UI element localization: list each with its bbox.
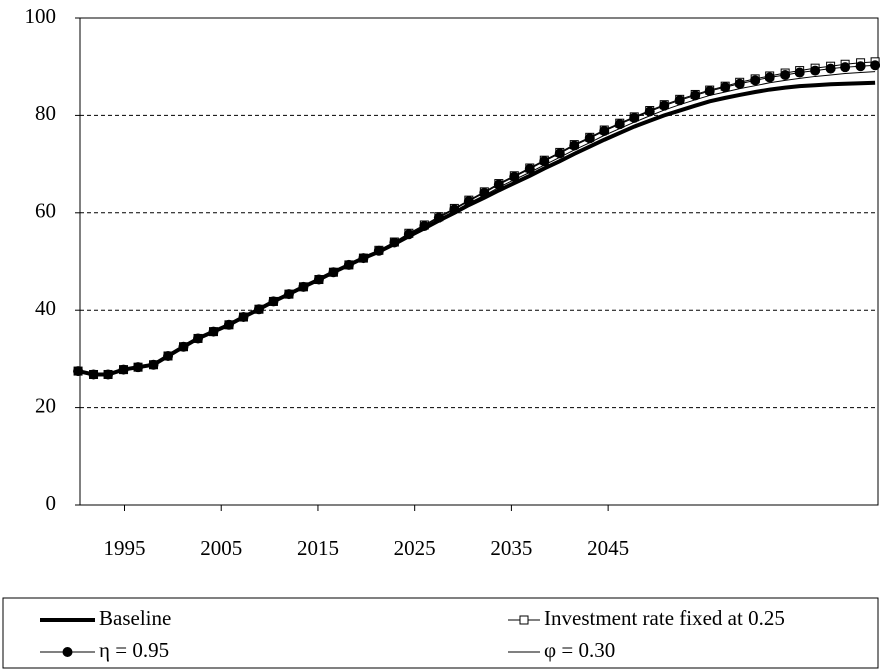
circle-marker: [403, 229, 414, 240]
legend-label: φ = 0.30: [544, 638, 615, 662]
circle-marker: [343, 259, 354, 270]
circle-marker: [794, 67, 805, 78]
x-tick-label: 2045: [587, 536, 629, 560]
square-marker: [519, 615, 529, 625]
legend-label: Investment rate fixed at 0.25: [544, 606, 785, 630]
x-tick-label: 2015: [297, 536, 339, 560]
circle-marker: [825, 63, 836, 74]
circle-marker: [690, 90, 701, 101]
circle-marker: [569, 140, 580, 151]
circle-marker: [554, 148, 565, 159]
circle-marker: [509, 171, 520, 182]
circle-marker: [734, 78, 745, 89]
circle-marker: [133, 362, 144, 373]
circle-marker: [629, 112, 640, 123]
circle-marker: [463, 196, 474, 207]
circle-marker: [704, 86, 715, 97]
circle-marker: [148, 359, 159, 370]
circle-marker: [659, 100, 670, 111]
circle-marker: [599, 125, 610, 136]
series-line: [77, 61, 876, 375]
y-tick-label: 20: [35, 393, 56, 417]
circle-marker: [720, 82, 731, 93]
legend-box: [2, 597, 879, 669]
circle-marker: [524, 163, 535, 174]
circle-marker: [298, 281, 309, 292]
circle-marker: [614, 119, 625, 130]
circle-marker: [449, 204, 460, 215]
x-tick-label: 1995: [103, 536, 145, 560]
circle-marker: [855, 61, 866, 72]
circle-marker: [268, 296, 279, 307]
y-tick-label: 60: [35, 199, 56, 223]
circle-marker: [193, 333, 204, 344]
circle-marker: [358, 253, 369, 264]
circle-marker: [644, 106, 655, 117]
circle-marker: [118, 364, 129, 375]
circle-marker: [283, 289, 294, 300]
legend-label: Baseline: [99, 606, 171, 630]
circle-marker: [373, 245, 384, 256]
y-tick-label: 40: [35, 296, 56, 320]
circle-marker: [840, 62, 851, 73]
circle-marker: [88, 369, 99, 380]
circle-marker: [764, 72, 775, 83]
circle-marker: [73, 366, 84, 377]
x-tick-label: 2005: [200, 536, 242, 560]
series-line: [77, 71, 876, 375]
y-tick-label: 80: [35, 101, 56, 125]
circle-marker: [328, 267, 339, 278]
legend-label: η = 0.95: [99, 638, 169, 662]
plot-frame: [79, 17, 879, 506]
x-tick-label: 2035: [490, 536, 532, 560]
circle-marker: [208, 326, 219, 337]
circle-marker: [419, 220, 430, 231]
circle-marker: [163, 350, 174, 361]
circle-marker: [178, 341, 189, 352]
circle-marker: [750, 75, 761, 86]
circle-marker: [103, 369, 114, 380]
circle-marker: [313, 274, 324, 285]
circle-marker: [238, 312, 249, 323]
circle-marker: [493, 179, 504, 190]
series-line: [77, 64, 876, 375]
y-tick-label: 100: [25, 4, 57, 28]
circle-marker: [810, 65, 821, 76]
circle-marker: [780, 69, 791, 80]
series-line: [77, 80, 876, 377]
circle-marker: [389, 237, 400, 248]
circle-marker: [584, 133, 595, 144]
circle-marker: [674, 95, 685, 106]
circle-marker: [223, 319, 234, 330]
circle-marker: [870, 60, 880, 71]
circle-marker: [62, 647, 73, 657]
y-tick-label: 0: [46, 491, 57, 515]
circle-marker: [253, 304, 264, 315]
circle-marker: [433, 212, 444, 223]
x-tick-label: 2025: [394, 536, 436, 560]
circle-marker: [479, 187, 490, 198]
circle-marker: [539, 156, 550, 167]
